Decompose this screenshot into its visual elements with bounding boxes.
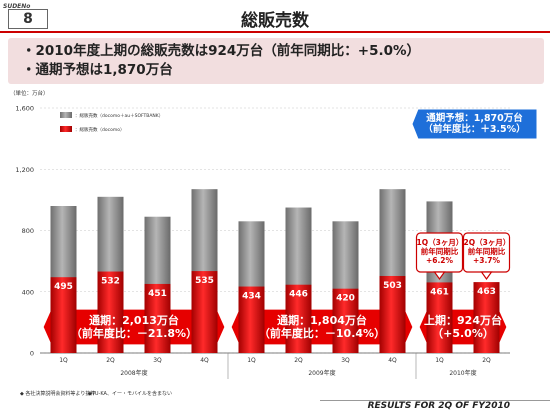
year-group-label: 2009年度: [308, 369, 335, 377]
bar-data-label: 451: [148, 289, 167, 299]
forecast-callout-text: 通期予想：1,870万台 （前年度比：＋3.5%）: [412, 113, 537, 135]
year-group-label: 2008年度: [120, 369, 147, 377]
bar-data-label: 461: [430, 287, 449, 297]
quarter-bubble-tail: [433, 271, 446, 281]
bar-data-label: 434: [242, 292, 261, 302]
bubble-2q-line2: 前年同期比: [467, 247, 506, 256]
forecast-line1: 通期予想：1,870万台: [426, 113, 523, 124]
bar-data-label: 503: [383, 281, 402, 291]
bar-docomo: [473, 282, 500, 353]
x-tick-label: 4Q: [388, 357, 397, 364]
y-tick-label: 400: [22, 288, 34, 296]
banner-2009-line1: 通期：1,804万台: [277, 314, 367, 327]
summary-box: ・2010年度上期の総販売数は924万台（前年同期比：+5.0%） ・通期予想は…: [8, 38, 544, 84]
summary-bullet-1: ・2010年度上期の総販売数は924万台（前年同期比：+5.0%）: [22, 43, 421, 59]
legend-label: ：総販売数（docomo）: [75, 126, 124, 133]
bubble-2q-line3: +3.7%: [472, 256, 501, 265]
banner-2008-line1: 通期：2,013万台: [89, 314, 179, 327]
x-tick-label: 2Q: [482, 357, 491, 364]
bar-data-label: 535: [195, 276, 214, 286]
bar-docomo: [426, 282, 453, 353]
y-unit-label: （単位：万台）: [10, 89, 49, 97]
x-tick-label: 3Q: [153, 357, 162, 364]
legend-swatch: [60, 112, 72, 118]
y-tick-label: 800: [22, 227, 34, 235]
bar-docomo: [144, 283, 171, 353]
footer-text: RESULTS FOR 2Q OF FY2010: [367, 401, 510, 411]
banner-2008-text: 通期：2,013万台 （前年度比：－21.8%）: [43, 314, 225, 340]
bubble-2q-text: 2Q（3ヶ月） 前年同期比 +3.7%: [463, 238, 511, 265]
bar-data-label: 420: [336, 294, 355, 304]
bar-docomo: [238, 286, 265, 353]
bar-docomo: [285, 284, 312, 353]
x-tick-label: 1Q: [247, 357, 256, 364]
y-tick-label: 0: [30, 350, 34, 358]
bubble-1q-text: 1Q（3ヶ月） 前年同期比 +6.2%: [416, 238, 464, 265]
banner-2009-text: 通期：1,804万台 （前年度比：－10.4%）: [231, 314, 413, 340]
slide-title: 総販売数: [241, 11, 309, 31]
bar-data-label: 463: [477, 287, 496, 297]
banner-2008-line2: （前年度比：－21.8%）: [70, 327, 198, 340]
bar-docomo: [50, 277, 77, 353]
slide-number: 8: [8, 9, 48, 29]
bar-data-label: 532: [101, 277, 120, 287]
y-tick-label: 1,200: [15, 166, 34, 174]
bubble-1q-line2: 前年同期比: [420, 247, 459, 256]
bubble-2q-line1: 2Q（3ヶ月）: [463, 238, 511, 247]
banner-2010-line1: 上期：924万台: [424, 314, 502, 327]
x-tick-label: 2Q: [294, 357, 303, 364]
bubble-1q-line1: 1Q（3ヶ月）: [416, 238, 464, 247]
summary-bullet-2: ・通期予想は1,870万台: [22, 62, 173, 78]
footer-rule: [320, 400, 550, 401]
forecast-callout-shape: [411, 108, 538, 140]
x-tick-label: 1Q: [59, 357, 68, 364]
x-tick-label: 3Q: [341, 357, 350, 364]
footnote-source: ◆ 各社決算説明会資料等より抜粋: [20, 391, 96, 397]
bar-docomo: [97, 271, 124, 353]
banner-2010-line2: （+5.0%）: [432, 327, 494, 340]
title-underline: [0, 31, 550, 33]
bubble-1q-line3: +6.2%: [425, 256, 454, 265]
year-group-label: 2010年度: [449, 369, 476, 377]
bar-data-label: 446: [289, 290, 308, 300]
x-tick-label: 1Q: [435, 357, 444, 364]
bar-docomo: [379, 275, 406, 353]
quarter-bubble-tail: [480, 271, 493, 281]
footnote-exclusion: ◆TU-KA、イー・モバイルを含まない: [88, 391, 172, 397]
bar-docomo: [191, 271, 218, 353]
x-tick-label: 4Q: [200, 357, 209, 364]
sudeno-label: SUDENo: [3, 3, 31, 10]
x-tick-label: 2Q: [106, 357, 115, 364]
banner-2010-text: 上期：924万台 （+5.0%）: [419, 314, 507, 340]
y-tick-label: 1,600: [15, 105, 34, 113]
legend-swatch: [60, 126, 72, 132]
forecast-line2: （前年度比：＋3.5%）: [423, 124, 526, 135]
banner-2009-line2: （前年度比：－10.4%）: [258, 327, 386, 340]
bar-docomo: [332, 288, 359, 353]
legend-label: ：総販売数（docomo＋au＋SOFTBANK）: [75, 112, 163, 119]
bar-data-label: 495: [54, 282, 73, 292]
